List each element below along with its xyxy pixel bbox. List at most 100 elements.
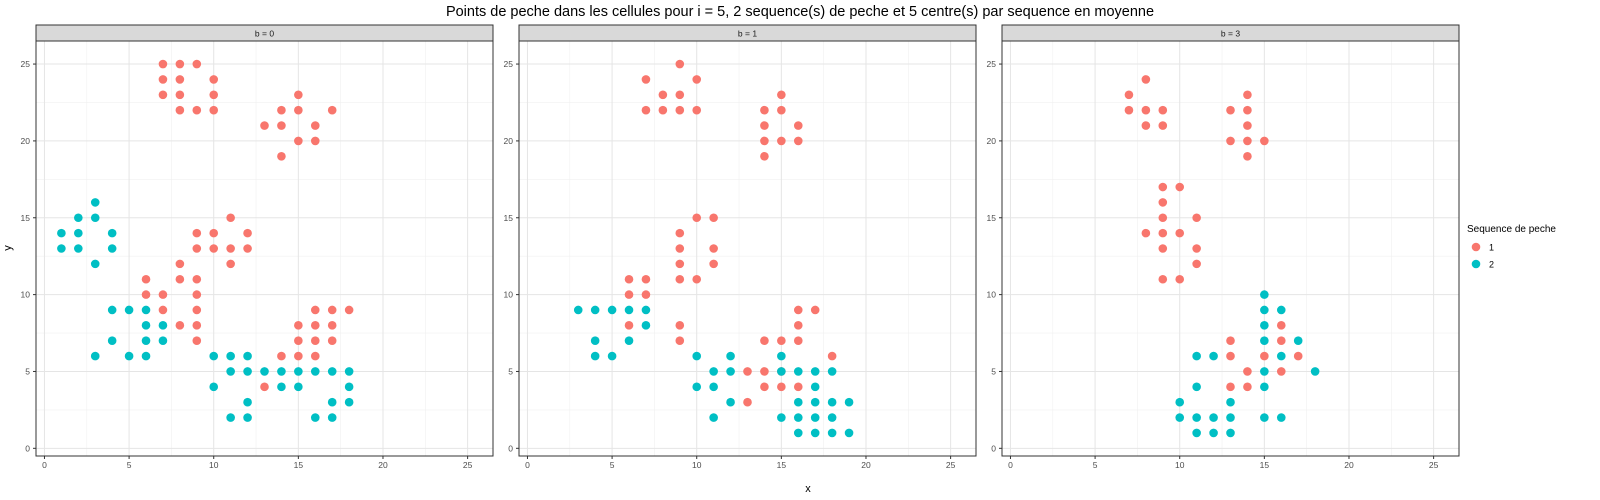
data-point-series-2	[1276, 305, 1286, 315]
data-point-series-2	[310, 367, 320, 376]
x-tick-label: 25	[1429, 460, 1439, 470]
data-point-series-2	[327, 413, 337, 422]
data-point-series-2	[243, 413, 252, 422]
data-point-series-1	[760, 136, 769, 146]
data-point-series-2	[158, 321, 168, 330]
data-point-series-1	[277, 351, 286, 361]
data-point-series-1	[294, 90, 303, 100]
data-point-series-2	[226, 367, 235, 376]
data-point-series-1	[827, 351, 837, 361]
data-point-series-2	[1226, 413, 1235, 422]
data-point-series-1	[743, 367, 752, 376]
legend-label-1: 1	[1489, 243, 1494, 253]
data-point-series-1	[294, 105, 303, 115]
data-point-series-2	[277, 367, 286, 376]
data-point-series-2	[1260, 290, 1269, 299]
data-point-series-1	[243, 228, 252, 238]
data-point-series-1	[243, 244, 252, 253]
data-point-series-1	[310, 351, 320, 361]
data-point-series-2	[810, 413, 820, 422]
data-point-series-2	[74, 213, 83, 223]
data-point-series-1	[158, 75, 168, 84]
data-point-series-1	[777, 136, 786, 146]
data-point-series-1	[209, 75, 219, 84]
data-point-series-1	[692, 213, 702, 223]
facet-strip-label: b = 0	[255, 29, 274, 39]
data-point-series-2	[709, 413, 718, 422]
y-tick-label: 15	[21, 213, 31, 223]
data-point-series-2	[1226, 397, 1235, 407]
x-tick-label: 0	[1008, 460, 1013, 470]
data-point-series-2	[1260, 305, 1269, 315]
data-point-series-1	[1226, 136, 1235, 146]
data-point-series-1	[294, 321, 303, 330]
x-tick-label: 10	[209, 460, 219, 470]
data-point-series-1	[760, 105, 769, 115]
data-point-series-1	[344, 305, 354, 315]
x-tick-label: 20	[1344, 460, 1354, 470]
data-point-series-1	[260, 382, 269, 392]
data-point-series-1	[1293, 351, 1303, 361]
data-point-series-1	[277, 121, 286, 130]
data-point-series-1	[793, 305, 803, 315]
data-point-series-2	[74, 244, 83, 253]
data-point-series-2	[692, 351, 702, 361]
facet-panel: b = 1 0 5 10 15 20 25 0 5 10 15 20 25	[504, 24, 977, 470]
data-point-series-1	[658, 105, 668, 115]
data-point-series-1	[675, 244, 685, 253]
data-point-series-1	[1243, 367, 1252, 376]
data-point-series-1	[1175, 274, 1185, 284]
data-point-series-1	[1243, 105, 1252, 115]
data-point-series-1	[793, 382, 803, 392]
x-tick-label: 0	[42, 460, 47, 470]
data-point-series-2	[709, 367, 718, 376]
data-point-series-1	[1124, 90, 1134, 100]
legend-label-2: 2	[1489, 260, 1494, 270]
data-point-series-1	[141, 290, 151, 299]
facet-panel: b = 3 0 5 10 15 20 25 0 5 10 15 20 25	[987, 24, 1460, 470]
data-point-series-2	[124, 305, 134, 315]
data-point-series-2	[777, 413, 786, 422]
data-point-series-2	[57, 228, 66, 238]
data-point-series-2	[1175, 397, 1185, 407]
y-tick-label: 25	[987, 59, 997, 69]
data-point-series-1	[1226, 105, 1235, 115]
data-point-series-1	[760, 121, 769, 130]
panel-background	[519, 41, 976, 456]
data-point-series-2	[294, 367, 303, 376]
data-point-series-1	[1243, 90, 1252, 100]
data-point-series-2	[90, 213, 100, 223]
data-point-series-2	[226, 351, 235, 361]
data-point-series-1	[192, 228, 202, 238]
data-point-series-2	[709, 382, 718, 392]
x-tick-label: 25	[946, 460, 956, 470]
x-tick-label: 25	[463, 460, 473, 470]
data-point-series-1	[192, 244, 202, 253]
data-point-series-1	[1226, 336, 1235, 346]
data-point-series-1	[1175, 182, 1185, 192]
data-point-series-1	[675, 321, 685, 330]
data-point-series-1	[675, 90, 685, 100]
data-point-series-2	[624, 305, 634, 315]
data-point-series-1	[310, 321, 320, 330]
data-point-series-1	[1124, 105, 1134, 115]
data-point-series-2	[1209, 428, 1218, 438]
data-point-series-2	[294, 382, 303, 392]
data-point-series-1	[192, 59, 202, 69]
data-point-series-2	[344, 367, 354, 376]
data-point-series-1	[658, 90, 668, 100]
data-point-series-2	[107, 336, 117, 346]
data-point-series-1	[1243, 121, 1252, 130]
data-point-series-1	[1141, 228, 1151, 238]
y-tick-label: 20	[21, 136, 31, 146]
y-tick-label: 5	[508, 366, 513, 376]
data-point-series-1	[141, 274, 151, 284]
data-point-series-1	[1243, 136, 1252, 146]
data-point-series-1	[777, 90, 786, 100]
data-point-series-2	[1260, 367, 1269, 376]
data-point-series-1	[709, 213, 718, 223]
data-point-series-2	[810, 367, 820, 376]
data-point-series-2	[810, 382, 820, 392]
data-point-series-2	[243, 351, 252, 361]
